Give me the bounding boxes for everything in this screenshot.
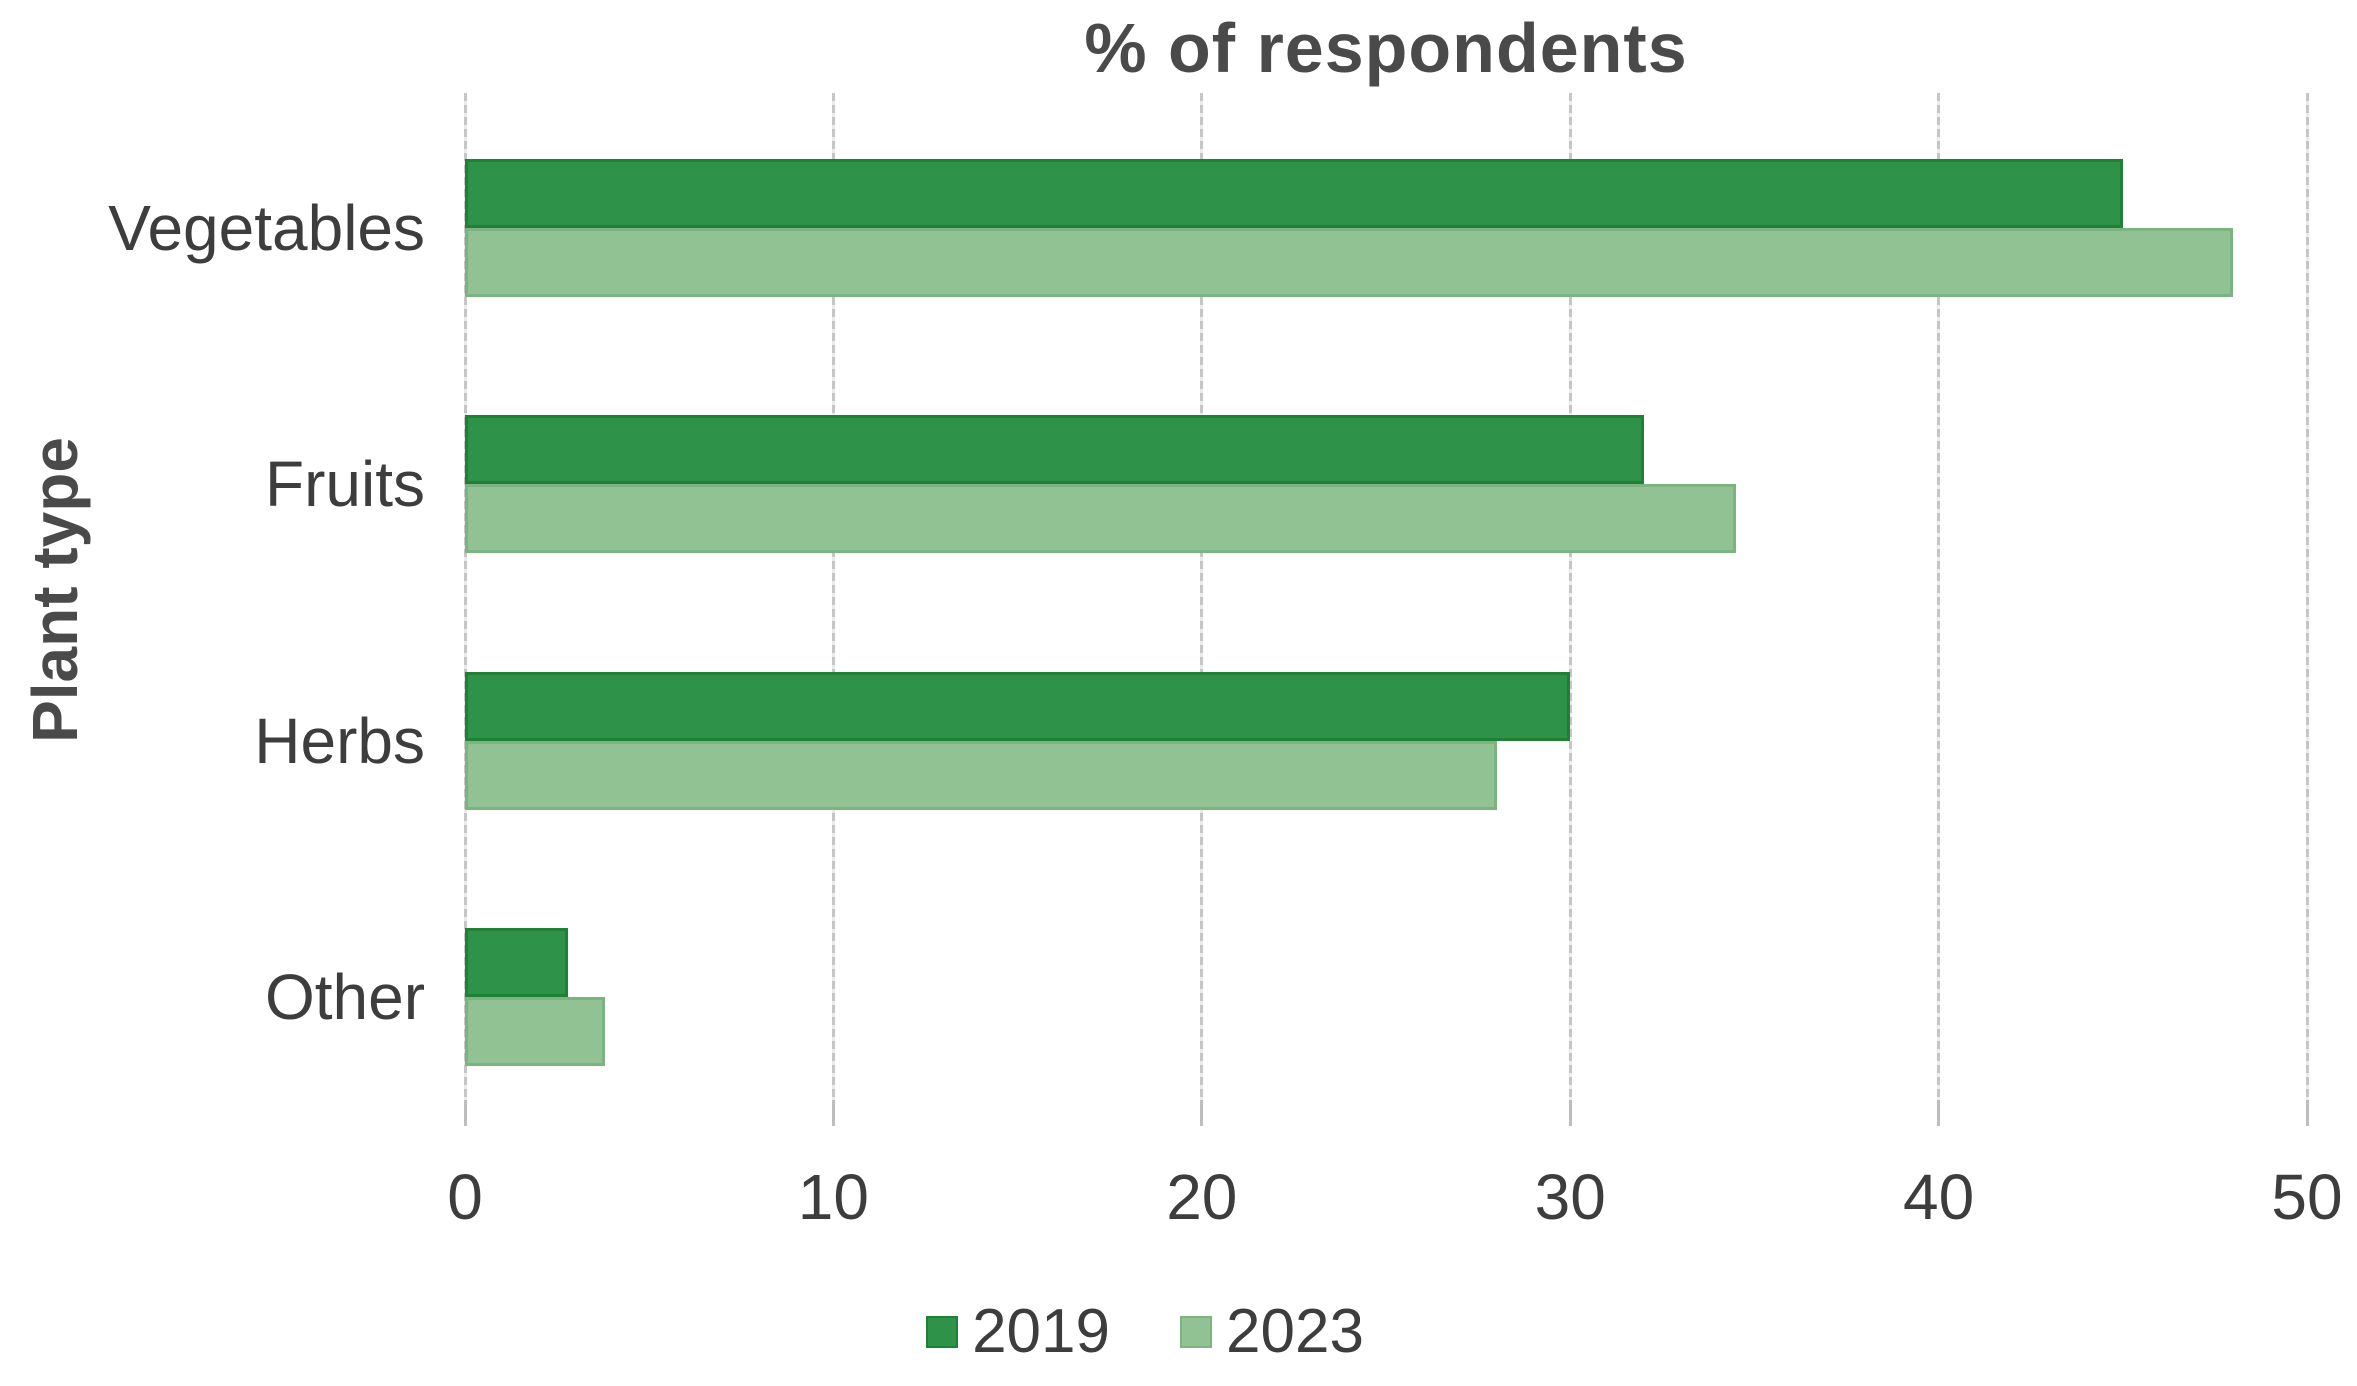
category-label-fruits: Fruits <box>265 448 425 521</box>
bar-2023-vegetables <box>465 228 2234 297</box>
legend-swatch-2023 <box>1180 1315 1212 1348</box>
tick-mark-30 <box>1568 1100 1572 1126</box>
legend-item-2023: 2023 <box>1180 1296 1364 1367</box>
legend: 2019 2023 <box>0 1296 2290 1367</box>
x-tick-label-10: 10 <box>797 1161 869 1233</box>
bar-2019-other <box>465 928 569 998</box>
tick-mark-20 <box>1200 1100 1204 1126</box>
legend-label-2019: 2019 <box>972 1297 1110 1366</box>
gridline-20 <box>1200 93 1204 1100</box>
tick-mark-40 <box>1937 1100 1941 1126</box>
tick-mark-10 <box>831 1100 835 1126</box>
gridline-40 <box>1937 93 1941 1100</box>
gridline-50 <box>2305 93 2309 1100</box>
gridline-10 <box>831 93 835 1100</box>
category-label-other: Other <box>264 961 425 1034</box>
x-tick-label-30: 30 <box>1534 1161 1606 1233</box>
bar-2019-vegetables <box>465 159 2123 228</box>
x-tick-label-0: 0 <box>447 1161 483 1233</box>
category-label-herbs: Herbs <box>254 704 425 777</box>
bar-2019-herbs <box>465 671 1571 741</box>
category-label-vegetables: Vegetables <box>108 192 425 264</box>
bar-2023-herbs <box>465 740 1497 810</box>
bar-2019-fruits <box>465 415 1644 485</box>
tick-mark-50 <box>2305 1100 2309 1126</box>
bar-2023-other <box>465 997 605 1067</box>
x-tick-label-50: 50 <box>2271 1161 2343 1233</box>
legend-swatch-2019 <box>926 1315 959 1348</box>
tick-mark-0 <box>463 1100 467 1126</box>
legend-label-2023: 2023 <box>1226 1297 1364 1366</box>
bar-2023-fruits <box>465 484 1736 554</box>
gridline-0 <box>463 93 467 1100</box>
x-tick-label-20: 20 <box>1166 1161 1238 1233</box>
legend-item-2019: 2019 <box>926 1296 1110 1367</box>
gridline-30 <box>1568 93 1572 1100</box>
x-tick-label-40: 40 <box>1903 1161 1975 1233</box>
chart-title: % of respondents <box>1084 9 1688 87</box>
